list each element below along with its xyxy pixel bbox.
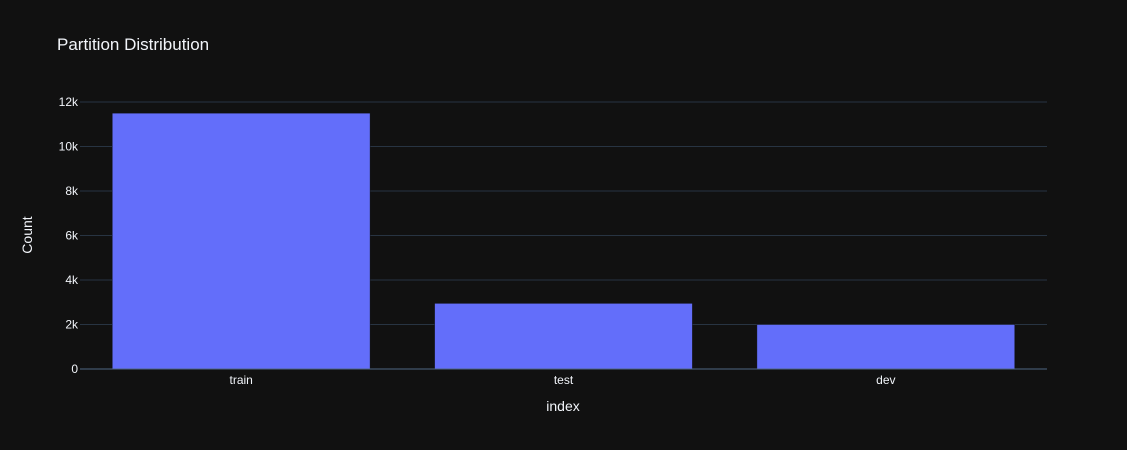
y-axis-title: Count	[19, 216, 35, 253]
x-tick-label: dev	[876, 373, 895, 387]
x-axis-title: index	[546, 398, 579, 414]
bar-test[interactable]	[434, 303, 693, 370]
y-tick-label: 0	[71, 362, 78, 376]
x-tick-label: test	[554, 373, 574, 387]
bars	[111, 112, 1016, 370]
y-tick-label: 2k	[65, 318, 79, 332]
y-tick-label: 8k	[65, 184, 79, 198]
y-tick-label: 4k	[65, 273, 79, 287]
y-tick-label: 6k	[65, 229, 79, 243]
axes: 0 2k 4k 6k 8k 10k 12k train test dev	[59, 95, 1047, 387]
x-tick-label: train	[229, 373, 252, 387]
bar-dev[interactable]	[756, 324, 1016, 370]
y-tick-label: 12k	[59, 95, 79, 109]
chart-title: Partition Distribution	[57, 35, 209, 54]
y-tick-label: 10k	[59, 140, 79, 154]
bar-train[interactable]	[111, 112, 371, 370]
